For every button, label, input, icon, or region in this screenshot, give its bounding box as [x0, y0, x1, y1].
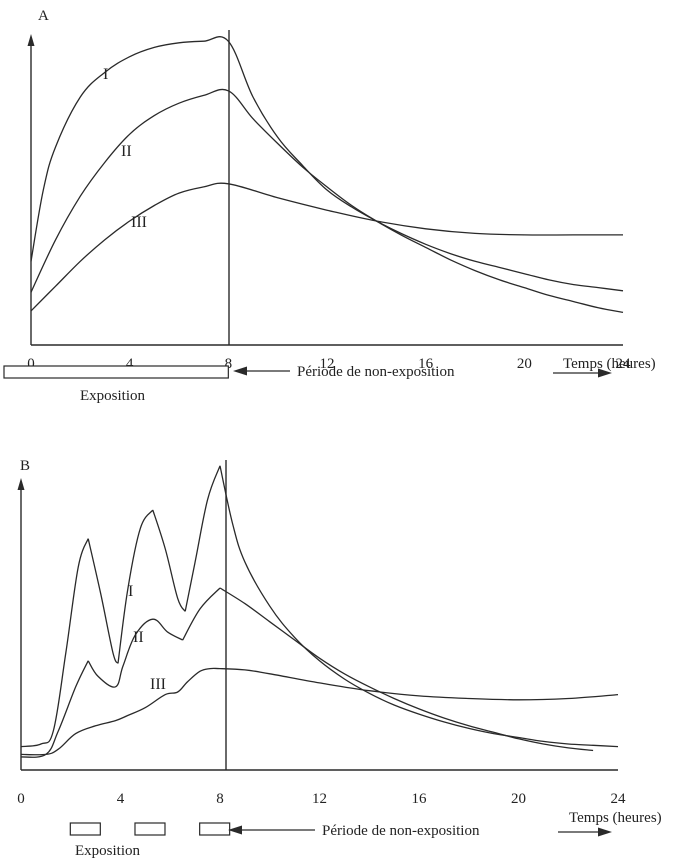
panel-b-x-axis-title: Temps (heures): [569, 810, 662, 826]
panel-b-x-ticks: 0 4 8 12 16 20 24: [17, 791, 626, 807]
panel-b-x-tick-12: 12: [312, 791, 327, 807]
panel-b-curve-label-ii: II: [133, 629, 144, 646]
panel-b-exposure-bar-1: [69, 822, 101, 836]
panel-a-curve-i: [30, 36, 624, 292]
panel-a-curve-label-ii: II: [121, 143, 132, 160]
panel-a-curve-label-iii: III: [131, 214, 147, 231]
panel-a: A 0 4 8 12 16 20 24 I II III Exposition Périod…: [3, 8, 656, 404]
panel-a-x-tick-20: 20: [517, 356, 532, 372]
panel-a-exposure-bar-1: [3, 365, 229, 379]
panel-a-x-axis-title: Temps (heures): [563, 356, 656, 372]
panel-a-x-tick-8: 8: [225, 356, 233, 372]
panel-b-exposure-label: Exposition: [75, 843, 141, 859]
panel-b-curves: [20, 465, 619, 758]
panel-a-curve-labels: I II III: [103, 66, 147, 231]
panel-a-x-tick-0: 0: [27, 356, 35, 372]
panel-b-non-exposure-label: Période de non-exposition: [322, 823, 480, 839]
panel-a-label: A: [38, 8, 49, 24]
panel-b-x-tick-24: 24: [611, 791, 627, 807]
panel-b-exposure-bars: [69, 822, 231, 836]
panel-b-exposure-bar-3: [199, 822, 231, 836]
panel-b-curve-label-iii: III: [150, 676, 166, 693]
panel-b-x-tick-8: 8: [216, 791, 224, 807]
panel-b-x-tick-20: 20: [511, 791, 526, 807]
panel-a-y-axis-arrow: [27, 34, 35, 46]
panel-a-non-exposure-label: Période de non-exposition: [297, 364, 455, 380]
panel-b-x-tick-0: 0: [17, 791, 25, 807]
panel-a-curve-iii: [30, 182, 623, 312]
panel-b-non-exposure-arrow-right: [558, 827, 612, 837]
panel-b-curve-labels: I II III: [128, 583, 166, 693]
panel-a-x-tick-12: 12: [320, 356, 335, 372]
panel-a-curves: [30, 36, 624, 314]
panel-a-curve-label-i: I: [103, 66, 108, 83]
panel-b-exposure-bar-2: [134, 822, 166, 836]
panel-b-y-axis-arrow: [17, 478, 25, 490]
panel-a-x-tick-16: 16: [418, 356, 434, 372]
panel-a-x-tick-24: 24: [616, 356, 632, 372]
panel-b-curve-label-i: I: [128, 583, 133, 600]
panel-b-curve-iii: [20, 667, 619, 756]
panel-b-curve-ii: [20, 587, 594, 758]
panel-a-exposure-label: Exposition: [80, 388, 146, 404]
panel-a-non-exposure-arrow-right: [553, 368, 612, 378]
panel-a-curve-ii: [30, 88, 624, 314]
panel-b: B 0 4 8 12 16 20 24 I II III Exposition Périod…: [17, 458, 661, 859]
panel-b-x-tick-4: 4: [117, 791, 125, 807]
panel-b-x-tick-16: 16: [412, 791, 428, 807]
panel-a-non-exposure-arrow-left: [233, 366, 290, 376]
panel-a-x-tick-4: 4: [126, 356, 134, 372]
panel-b-non-exposure-arrow-left: [228, 825, 315, 835]
panel-b-label: B: [20, 458, 30, 474]
panel-b-curve-i: [20, 465, 619, 748]
panel-a-exposure-bars: [3, 365, 229, 379]
panel-a-x-ticks: 0 4 8 12 16 20 24: [27, 356, 631, 372]
